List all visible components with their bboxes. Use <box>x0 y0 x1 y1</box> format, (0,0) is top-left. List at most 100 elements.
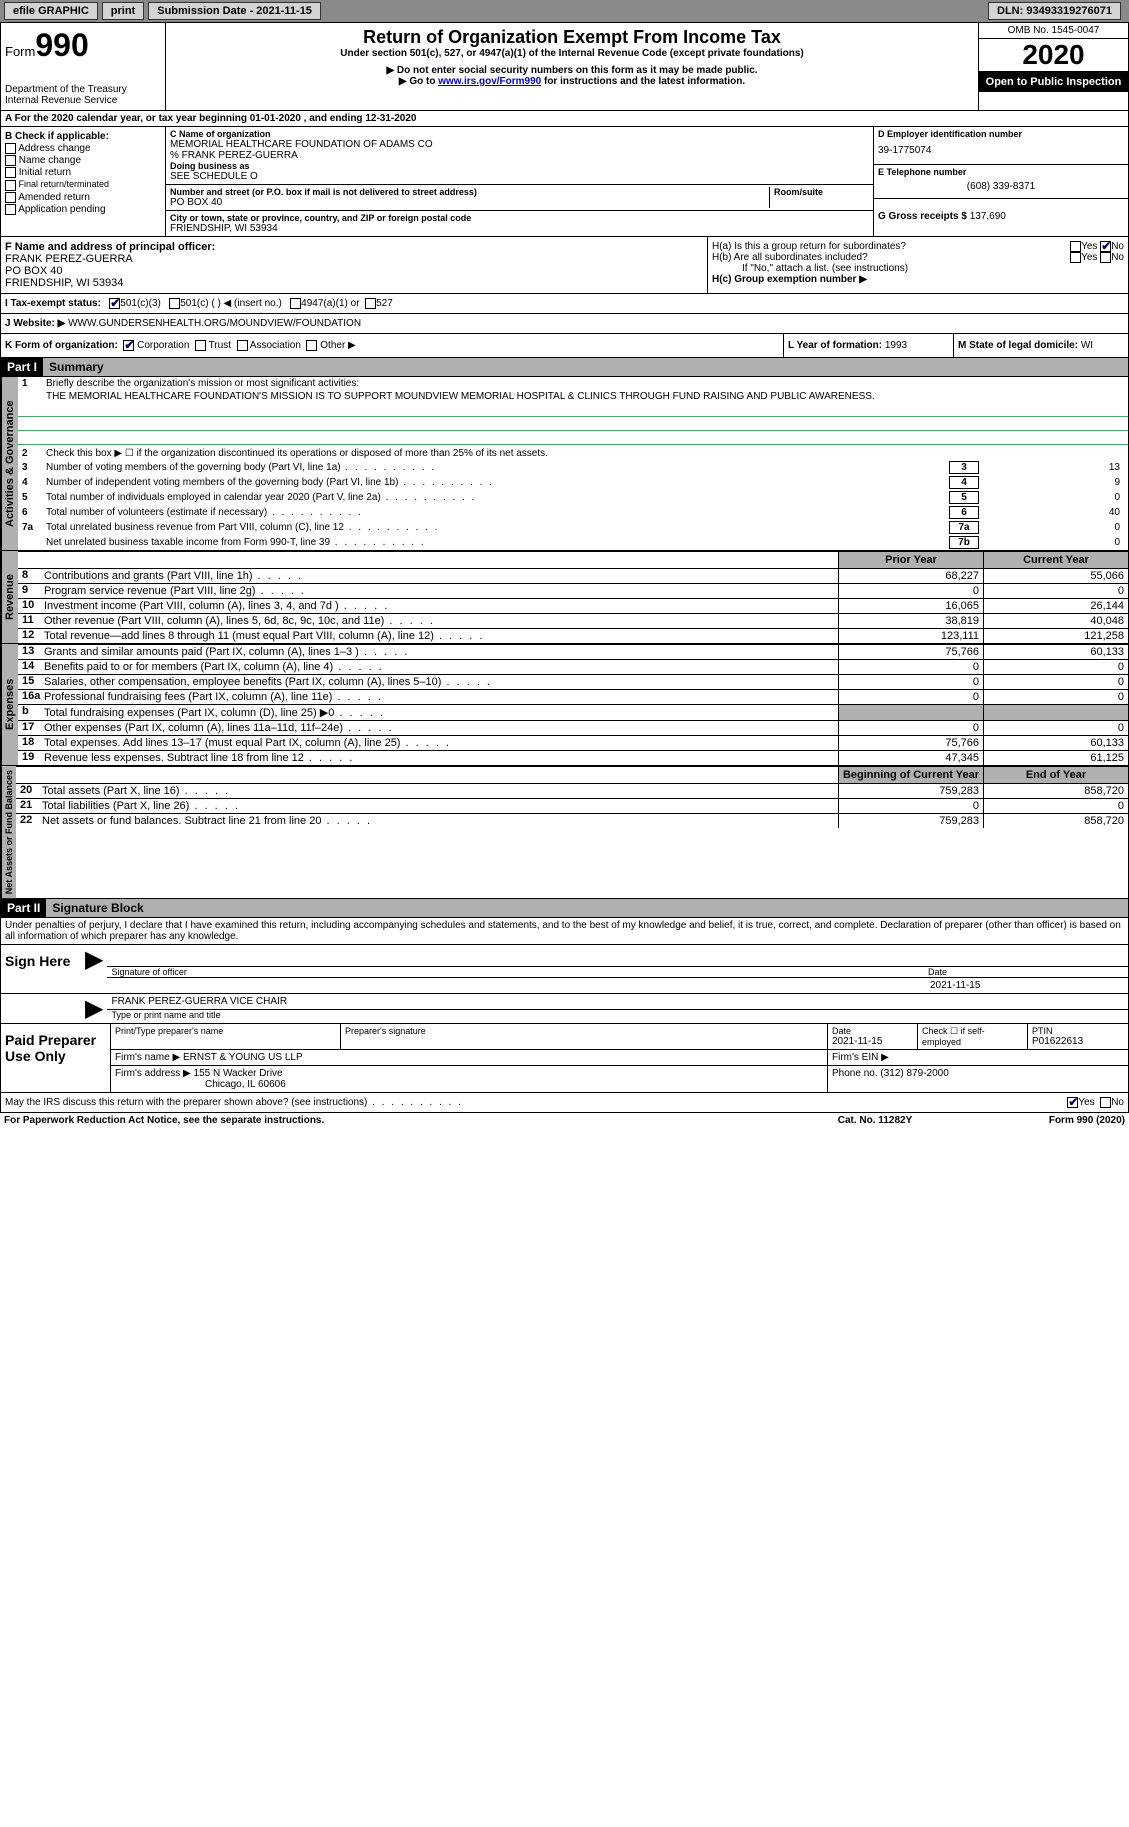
line-box: 6 <box>949 506 979 519</box>
line-text: Investment income (Part VIII, column (A)… <box>42 599 838 613</box>
type-name-label: Type or print name and title <box>107 1009 1128 1020</box>
cb-hb-no[interactable] <box>1100 252 1111 263</box>
cb-discuss-no[interactable] <box>1100 1097 1111 1108</box>
dln-label: DLN: 93493319276071 <box>988 2 1121 20</box>
sign-arrow-icon-2: ▶ <box>81 994 107 1023</box>
current-value: 0 <box>983 584 1128 598</box>
cb-4947[interactable] <box>290 298 301 309</box>
cb-initial-return[interactable] <box>5 167 16 178</box>
org-name: MEMORIAL HEALTHCARE FOUNDATION OF ADAMS … <box>170 139 869 150</box>
street-address: PO BOX 40 <box>170 197 769 208</box>
prior-value: 759,283 <box>838 784 983 798</box>
treasury-label: Department of the Treasury Internal Reve… <box>5 84 161 106</box>
line-text: Total revenue—add lines 8 through 11 (mu… <box>42 629 838 643</box>
officer-group-row: F Name and address of principal officer:… <box>0 237 1129 294</box>
cb-app-pending[interactable] <box>5 204 16 215</box>
cb-name-change[interactable] <box>5 155 16 166</box>
prep-date: 2021-11-15 <box>832 1036 913 1047</box>
prior-value: 0 <box>838 690 983 704</box>
part1-title: Summary <box>43 358 1128 376</box>
ssn-note: ▶ Do not enter social security numbers o… <box>170 65 974 76</box>
cat-no: Cat. No. 11282Y <box>775 1115 975 1126</box>
current-year-header: Current Year <box>983 552 1128 568</box>
line-text: Revenue less expenses. Subtract line 18 … <box>42 751 838 765</box>
cb-assoc[interactable] <box>237 340 248 351</box>
city-label: City or town, state or province, country… <box>170 213 869 223</box>
ein-label: D Employer identification number <box>878 129 1124 139</box>
website-label: J Website: ▶ <box>5 318 65 329</box>
tax-exempt-label: I Tax-exempt status: <box>5 298 101 309</box>
hb-label: H(b) Are all subordinates included? <box>712 252 1070 263</box>
line-text: Other revenue (Part VIII, column (A), li… <box>42 614 838 628</box>
officer-addr2: FRIENDSHIP, WI 53934 <box>5 277 123 289</box>
dba: SEE SCHEDULE O <box>170 171 869 182</box>
prior-year-header: Prior Year <box>838 552 983 568</box>
line-box: 4 <box>949 476 979 489</box>
col-b-header: B Check if applicable: <box>5 131 109 142</box>
prior-value: 123,111 <box>838 629 983 643</box>
current-value: 61,125 <box>983 751 1128 765</box>
line-value: 40 <box>979 507 1124 518</box>
q1-text: Briefly describe the organization's miss… <box>46 378 1124 389</box>
page-footer: For Paperwork Reduction Act Notice, see … <box>0 1113 1129 1128</box>
line-box: 5 <box>949 491 979 504</box>
dba-label: Doing business as <box>170 161 869 171</box>
gross-receipts-label: G Gross receipts $ <box>878 211 967 222</box>
cb-final-return[interactable] <box>5 180 16 191</box>
part1-label: Part I <box>1 358 43 376</box>
tax-year: 2020 <box>979 39 1128 72</box>
line-text: Number of voting members of the governin… <box>46 462 949 473</box>
current-value: 858,720 <box>983 784 1128 798</box>
line-text: Grants and similar amounts paid (Part IX… <box>42 645 838 659</box>
print-button[interactable]: print <box>102 2 144 20</box>
part2-header-row: Part II Signature Block <box>0 899 1129 918</box>
prior-value <box>838 705 983 720</box>
submission-date-label: Submission Date - 2021-11-15 <box>148 2 321 20</box>
line-value: 0 <box>979 492 1124 503</box>
form-subtitle: Under section 501(c), 527, or 4947(a)(1)… <box>170 48 974 59</box>
efile-button[interactable]: efile GRAPHIC <box>4 2 98 20</box>
line-box: 7b <box>949 536 979 549</box>
cb-501c3[interactable] <box>109 298 120 309</box>
cb-527[interactable] <box>365 298 376 309</box>
cb-discuss-yes[interactable] <box>1067 1097 1078 1108</box>
website-value: WWW.GUNDERSENHEALTH.ORG/MOUNDVIEW/FOUNDA… <box>68 318 361 329</box>
officer-label: F Name and address of principal officer: <box>5 241 215 253</box>
sig-date-label: Date <box>928 967 1128 977</box>
cb-ha-yes[interactable] <box>1070 241 1081 252</box>
current-value: 26,144 <box>983 599 1128 613</box>
cb-address-change[interactable] <box>5 143 16 154</box>
current-value: 40,048 <box>983 614 1128 628</box>
self-employed-check: Check ☐ if self-employed <box>918 1024 1028 1049</box>
sig-officer-label: Signature of officer <box>107 967 928 977</box>
cb-501c[interactable] <box>169 298 180 309</box>
line-text: Total fundraising expenses (Part IX, col… <box>42 705 838 720</box>
line-value: 13 <box>979 462 1124 473</box>
vtab-revenue: Revenue <box>1 551 18 643</box>
paid-preparer-label: Paid Preparer Use Only <box>1 1024 111 1092</box>
line-value: 0 <box>979 522 1124 533</box>
sig-date-value: 2021-11-15 <box>928 978 1128 993</box>
line-value: 9 <box>979 477 1124 488</box>
mission-text: THE MEMORIAL HEALTHCARE FOUNDATION'S MIS… <box>46 391 1124 402</box>
hc-label: H(c) Group exemption number ▶ <box>712 274 1124 285</box>
cb-amended[interactable] <box>5 192 16 203</box>
line-text: Professional fundraising fees (Part IX, … <box>42 690 838 704</box>
firm-addr1: 155 N Wacker Drive <box>194 1068 283 1079</box>
part1-header-row: Part I Summary <box>0 358 1129 377</box>
omb-number: OMB No. 1545-0047 <box>979 23 1128 39</box>
org-name-label: C Name of organization <box>170 129 869 139</box>
cb-trust[interactable] <box>195 340 206 351</box>
cb-ha-no[interactable] <box>1100 241 1111 252</box>
ptin: P01622613 <box>1032 1036 1124 1047</box>
part2-title: Signature Block <box>46 899 1128 917</box>
current-value: 0 <box>983 721 1128 735</box>
irs-link[interactable]: www.irs.gov/Form990 <box>438 76 541 87</box>
q2-text: Check this box ▶ ☐ if the organization d… <box>46 448 1124 459</box>
firm-addr2: Chicago, IL 60606 <box>115 1079 286 1090</box>
year-formation: 1993 <box>885 340 907 351</box>
prior-value: 0 <box>838 675 983 689</box>
cb-hb-yes[interactable] <box>1070 252 1081 263</box>
cb-corp[interactable] <box>123 340 134 351</box>
cb-other[interactable] <box>306 340 317 351</box>
